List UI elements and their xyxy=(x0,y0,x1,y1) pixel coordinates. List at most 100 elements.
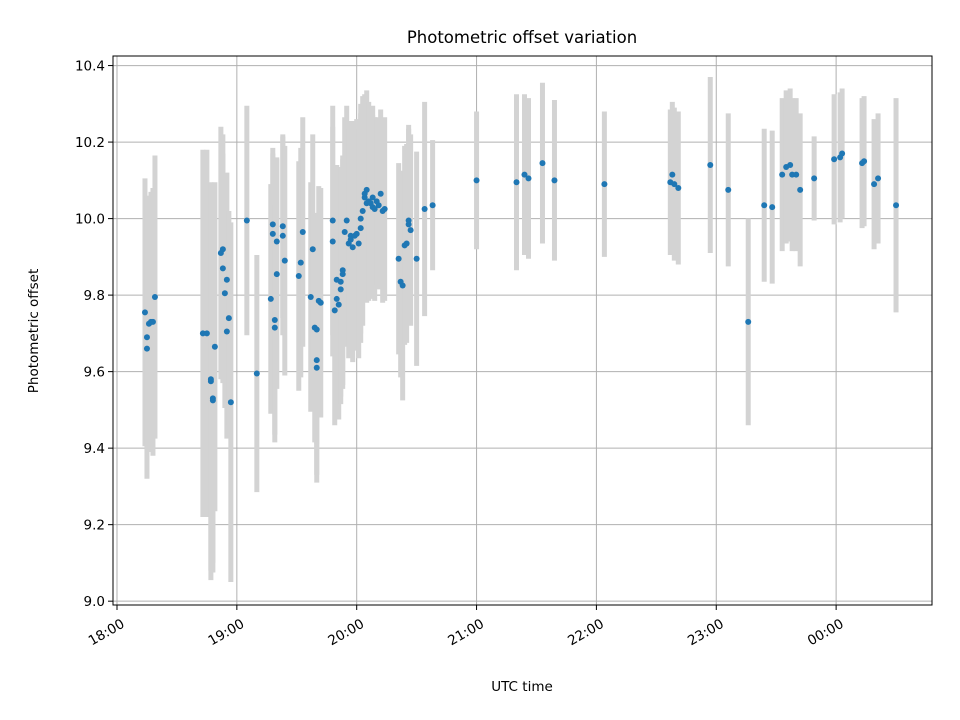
data-point xyxy=(395,255,402,262)
y-tick-label: 10.2 xyxy=(75,135,105,151)
data-point xyxy=(357,215,364,222)
data-point xyxy=(357,225,364,232)
data-point xyxy=(769,204,776,211)
data-point xyxy=(363,186,370,193)
data-point xyxy=(861,158,868,165)
data-point xyxy=(339,271,346,278)
data-point xyxy=(513,179,520,186)
data-point xyxy=(369,194,376,201)
data-point xyxy=(211,343,218,350)
data-point xyxy=(669,171,676,178)
data-point xyxy=(341,228,348,235)
data-point xyxy=(269,230,276,237)
data-point xyxy=(349,244,356,251)
data-point xyxy=(377,190,384,197)
data-point xyxy=(521,171,528,178)
y-tick-label: 9.6 xyxy=(84,365,105,381)
data-point xyxy=(307,294,314,301)
data-point xyxy=(313,326,320,333)
data-point xyxy=(355,240,362,247)
data-point xyxy=(271,316,278,323)
data-points xyxy=(141,150,900,406)
data-point xyxy=(329,238,336,245)
data-point xyxy=(831,156,838,163)
data-point xyxy=(271,324,278,331)
data-point xyxy=(787,162,794,169)
data-point xyxy=(407,227,414,234)
data-point xyxy=(143,345,150,352)
data-point xyxy=(871,181,878,188)
data-point xyxy=(297,259,304,266)
data-point xyxy=(143,334,150,341)
data-point xyxy=(243,217,250,224)
y-axis-ticks: 9.0 9.2 9.4 9.6 9.8 10.0 10.2 10.4 xyxy=(75,59,113,610)
data-point xyxy=(779,171,786,178)
data-point xyxy=(317,299,324,306)
data-point xyxy=(381,206,388,213)
data-point xyxy=(875,175,882,182)
data-point xyxy=(429,202,436,209)
data-point xyxy=(219,246,226,253)
data-point xyxy=(151,294,158,301)
data-point xyxy=(279,232,286,239)
y-tick-label: 9.0 xyxy=(84,594,105,610)
y-axis-label: Photometric offset xyxy=(26,269,42,393)
y-tick-label: 9.8 xyxy=(84,288,105,304)
data-point xyxy=(405,217,412,224)
data-point xyxy=(473,177,480,184)
data-point xyxy=(893,202,900,209)
data-point xyxy=(353,230,360,237)
data-point xyxy=(413,255,420,262)
data-point xyxy=(359,207,366,214)
y-tick-label: 9.4 xyxy=(84,441,105,457)
data-point xyxy=(267,295,274,302)
data-point xyxy=(209,397,216,404)
data-point xyxy=(839,150,846,157)
data-point xyxy=(539,160,546,167)
data-point xyxy=(337,278,344,285)
data-point xyxy=(707,162,714,169)
data-point xyxy=(399,282,406,289)
data-point xyxy=(335,301,342,308)
data-point xyxy=(225,315,232,322)
data-point xyxy=(525,175,532,182)
data-point xyxy=(671,181,678,188)
chart-title: Photometric offset variation xyxy=(407,28,637,47)
data-point xyxy=(299,228,306,235)
data-point xyxy=(375,202,382,209)
x-axis-label: UTC time xyxy=(491,679,553,695)
data-point xyxy=(219,265,226,272)
data-point xyxy=(223,328,230,335)
data-point xyxy=(313,357,320,364)
data-point xyxy=(601,181,608,188)
data-point xyxy=(313,364,320,371)
data-point xyxy=(223,276,230,283)
data-point xyxy=(793,171,800,178)
data-point xyxy=(331,307,338,314)
plot-frame xyxy=(112,55,933,606)
data-point xyxy=(371,206,378,213)
data-point xyxy=(141,309,148,316)
data-point xyxy=(797,186,804,193)
data-point xyxy=(203,330,210,337)
y-tick-label: 10.4 xyxy=(75,59,105,75)
data-point xyxy=(333,295,340,302)
data-point xyxy=(273,238,280,245)
data-point xyxy=(761,202,768,209)
data-point xyxy=(551,177,558,184)
data-point xyxy=(337,286,344,293)
data-point xyxy=(295,272,302,279)
y-tick-label: 9.2 xyxy=(84,518,105,534)
data-point xyxy=(253,370,260,377)
data-point xyxy=(675,184,682,191)
data-point xyxy=(309,246,316,253)
data-point xyxy=(343,217,350,224)
data-point xyxy=(329,217,336,224)
data-point xyxy=(273,271,280,278)
data-point xyxy=(725,186,732,193)
data-point xyxy=(279,223,286,230)
y-tick-label: 10.0 xyxy=(75,212,105,228)
data-point xyxy=(811,175,818,182)
data-point xyxy=(221,290,228,297)
